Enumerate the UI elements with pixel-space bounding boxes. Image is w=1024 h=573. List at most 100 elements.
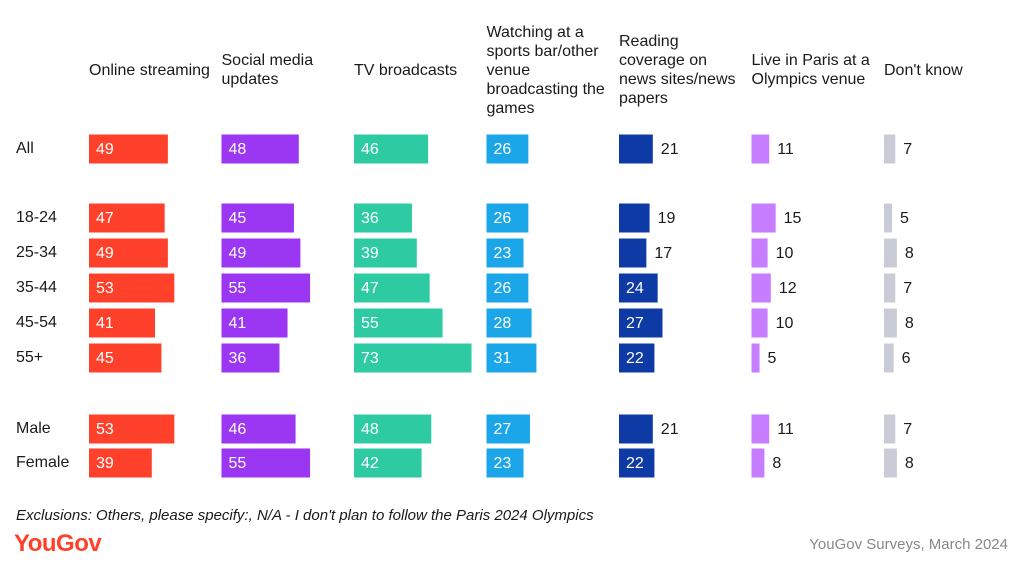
value-label: 47 (361, 280, 379, 297)
value-label: 5 (768, 350, 777, 367)
value-label: 6 (902, 350, 911, 367)
value-label: 39 (361, 245, 379, 262)
bar (751, 238, 768, 268)
value-label: 26 (494, 210, 512, 227)
bar (884, 308, 897, 338)
value-label: 7 (903, 421, 912, 438)
bar (354, 203, 412, 233)
value-label: 55 (361, 315, 379, 332)
column-header: Reading coverage on news sites/news pape… (619, 33, 736, 107)
bar (619, 273, 658, 303)
value-label: 11 (777, 421, 794, 438)
bar (221, 134, 299, 164)
value-label: 48 (361, 421, 379, 438)
bar (751, 203, 776, 233)
column-header: TV broadcasts (354, 61, 458, 79)
bar (884, 448, 897, 478)
value-label: 28 (494, 315, 512, 332)
bar (89, 448, 152, 478)
column-header: Online streaming (89, 61, 210, 79)
bar (619, 238, 647, 268)
bar (89, 273, 175, 303)
bar (486, 343, 537, 373)
bar (619, 203, 650, 233)
bar (354, 343, 472, 373)
bar (354, 308, 443, 338)
row-label: 45-54 (16, 314, 57, 331)
value-label: 46 (361, 141, 379, 158)
bar (619, 343, 655, 373)
value-label: 73 (361, 350, 379, 367)
value-label: 49 (96, 141, 114, 158)
bar (221, 238, 301, 268)
value-label: 17 (654, 245, 672, 262)
row-label: Female (16, 454, 69, 471)
bar (486, 203, 529, 233)
bar (619, 448, 655, 478)
bar (354, 414, 432, 444)
value-label: 36 (229, 350, 247, 367)
value-label: 8 (905, 455, 914, 472)
bar (89, 414, 175, 444)
logo: YouGov (14, 530, 102, 557)
value-label: 22 (626, 455, 644, 472)
row-label: 35-44 (16, 279, 57, 296)
footnote: Exclusions: Others, please specify:, N/A… (16, 507, 594, 524)
row-label: Male (16, 420, 51, 437)
value-label: 21 (661, 141, 679, 158)
value-label: 7 (903, 141, 912, 158)
bar (751, 134, 770, 164)
value-label: 55 (229, 280, 247, 297)
bar (354, 273, 430, 303)
value-label: 22 (626, 350, 644, 367)
column-header: Social media updates (221, 52, 314, 88)
bar (884, 238, 897, 268)
bar (89, 343, 162, 373)
value-label: 45 (229, 210, 247, 227)
row-label: 25-34 (16, 244, 57, 261)
column-header: Watching at a sports bar/other venue bro… (486, 23, 605, 117)
bar (486, 448, 524, 478)
value-label: 8 (905, 315, 914, 332)
bar (486, 273, 529, 303)
value-label: 53 (96, 421, 114, 438)
row-label: All (16, 140, 34, 157)
bar (486, 134, 529, 164)
value-label: 47 (96, 210, 114, 227)
value-label: 8 (772, 455, 781, 472)
value-label: 26 (494, 141, 512, 158)
value-label: 8 (905, 245, 914, 262)
bar (89, 134, 168, 164)
value-label: 27 (494, 421, 512, 438)
value-label: 26 (494, 280, 512, 297)
bar (751, 414, 770, 444)
bar (619, 134, 653, 164)
bar (221, 273, 311, 303)
bar (354, 134, 429, 164)
value-label: 36 (361, 210, 379, 227)
value-label: 5 (900, 210, 909, 227)
value-label: 23 (494, 455, 512, 472)
value-label: 41 (96, 315, 114, 332)
bar (751, 308, 768, 338)
row-label: 55+ (16, 349, 43, 366)
bar (486, 414, 530, 444)
bar (751, 448, 765, 478)
value-label: 7 (903, 280, 912, 297)
row-label: 18-24 (16, 209, 57, 226)
value-label: 10 (776, 315, 794, 332)
value-label: 11 (777, 141, 794, 158)
value-label: 24 (626, 280, 644, 297)
value-label: 27 (626, 315, 644, 332)
bar (619, 414, 653, 444)
value-label: 10 (776, 245, 794, 262)
value-label: 53 (96, 280, 114, 297)
value-label: 45 (96, 350, 114, 367)
bar (89, 308, 156, 338)
value-label: 31 (494, 350, 512, 367)
bar (486, 238, 524, 268)
bar (221, 308, 288, 338)
bar (354, 238, 417, 268)
value-label: 48 (229, 141, 247, 158)
